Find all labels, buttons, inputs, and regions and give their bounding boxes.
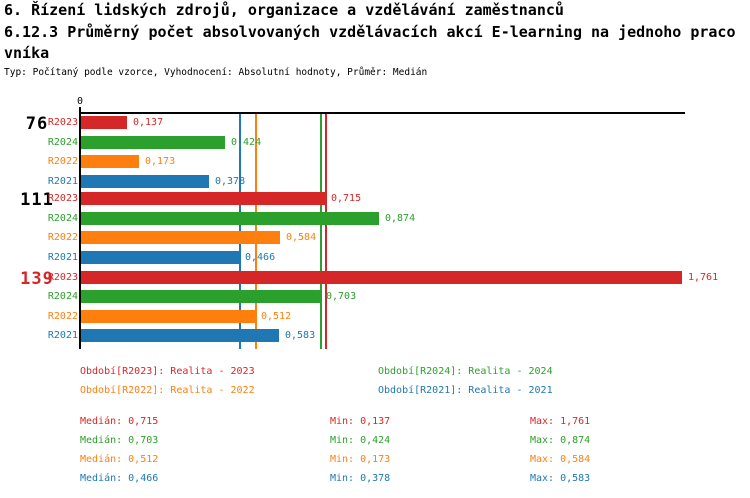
stat-R2024-median: Medián: 0,703 (80, 435, 159, 446)
stat-R2024-min: Min: 0,424 (330, 435, 391, 446)
axis-zero-tick-label: 0 (76, 96, 84, 107)
bar-139-R2021 (81, 329, 279, 342)
series-label-111-R2022: R2022 (47, 232, 78, 243)
stat-R2022-median: Medián: 0,512 (80, 454, 159, 465)
bar-111-R2021 (81, 250, 239, 264)
series-label-111-R2024: R2024 (47, 212, 78, 224)
bar-value-76-R2023: 0,137 (133, 117, 164, 128)
x-axis-line (79, 112, 685, 114)
bar-111-R2024 (81, 211, 379, 225)
report-subtitle: Typ: Počítaný podle vzorce, Vyhodnocení:… (4, 67, 428, 78)
series-label-139-R2021: R2021 (47, 330, 78, 341)
report-title-line3: vníka (4, 44, 50, 62)
stat-R2023-min: Min: 0,137 (330, 416, 391, 427)
legend-item-R2024: Období[R2024]: Realita - 2024 (378, 366, 553, 377)
bar-value-111-R2022: 0,584 (286, 232, 317, 243)
stat-R2021-median: Medián: 0,466 (80, 473, 159, 484)
median-line-R2023 (325, 114, 327, 349)
bar-value-139-R2024: 0,703 (326, 291, 357, 302)
bar-value-139-R2023: 1,761 (688, 271, 719, 283)
bar-139-R2022 (81, 309, 255, 323)
bar-value-76-R2024: 0,424 (231, 136, 262, 148)
bar-111-R2022 (81, 231, 280, 244)
bar-value-76-R2022: 0,173 (145, 156, 176, 167)
series-label-111-R2021: R2021 (47, 251, 78, 263)
stat-R2021-min: Min: 0,378 (330, 473, 391, 484)
bar-76-R2021 (81, 174, 209, 188)
bar-76-R2023 (81, 116, 127, 129)
bar-value-111-R2024: 0,874 (385, 212, 416, 224)
group-label-111: 111 (20, 190, 54, 210)
stat-R2022-min: Min: 0,173 (330, 454, 391, 465)
group-label-139: 139 (20, 268, 54, 289)
stat-R2022-max: Max: 0,584 (530, 454, 591, 465)
bar-76-R2024 (81, 135, 225, 149)
series-label-139-R2022: R2022 (47, 310, 78, 322)
bar-139-R2024 (81, 290, 320, 303)
series-label-76-R2021: R2021 (47, 175, 78, 187)
report-title-line1: 6. Řízení lidských zdrojů, organizace a … (4, 1, 564, 19)
series-label-76-R2023: R2023 (47, 117, 78, 128)
bar-76-R2022 (81, 155, 139, 168)
series-label-76-R2024: R2024 (47, 136, 78, 148)
series-label-76-R2022: R2022 (47, 156, 78, 167)
series-label-139-R2024: R2024 (47, 291, 78, 302)
bar-value-76-R2021: 0,378 (215, 175, 246, 187)
bar-111-R2023 (81, 192, 325, 205)
stat-R2021-max: Max: 0,583 (530, 473, 591, 484)
legend-item-R2023: Období[R2023]: Realita - 2023 (80, 366, 255, 377)
series-label-139-R2023: R2023 (47, 271, 78, 283)
stat-R2023-max: Max: 1,761 (530, 416, 591, 427)
bar-value-139-R2022: 0,512 (261, 310, 292, 322)
bar-139-R2023 (81, 270, 682, 284)
series-statistics: Medián: 0,715 Min: 0,137 Max: 1,761 Medián:… (0, 410, 750, 495)
bar-value-139-R2021: 0,583 (285, 330, 316, 341)
grouped-bar-chart: 0 76 R2023 0,137 R2024 0,424 R2022 0,173 R2021 0… (20, 96, 719, 349)
chart-legend: Období[R2023]: Realita - 2023 Období[R202… (0, 360, 750, 405)
y-axis-line (79, 107, 81, 349)
series-label-111-R2023: R2023 (47, 193, 78, 204)
group-label-76: 76 (25, 114, 49, 134)
median-line-R2024 (320, 114, 322, 349)
stat-R2024-max: Max: 0,874 (530, 435, 591, 446)
legend-item-R2022: Období[R2022]: Realita - 2022 (80, 385, 255, 396)
legend-item-R2021: Období[R2021]: Realita - 2021 (378, 385, 553, 396)
bar-value-111-R2021: 0,466 (245, 251, 276, 263)
stat-R2023-median: Medián: 0,715 (80, 416, 159, 427)
bar-value-111-R2023: 0,715 (331, 193, 362, 204)
report-title-line2: 6.12.3 Průměrný počet absolvovaných vzdě… (4, 23, 736, 41)
